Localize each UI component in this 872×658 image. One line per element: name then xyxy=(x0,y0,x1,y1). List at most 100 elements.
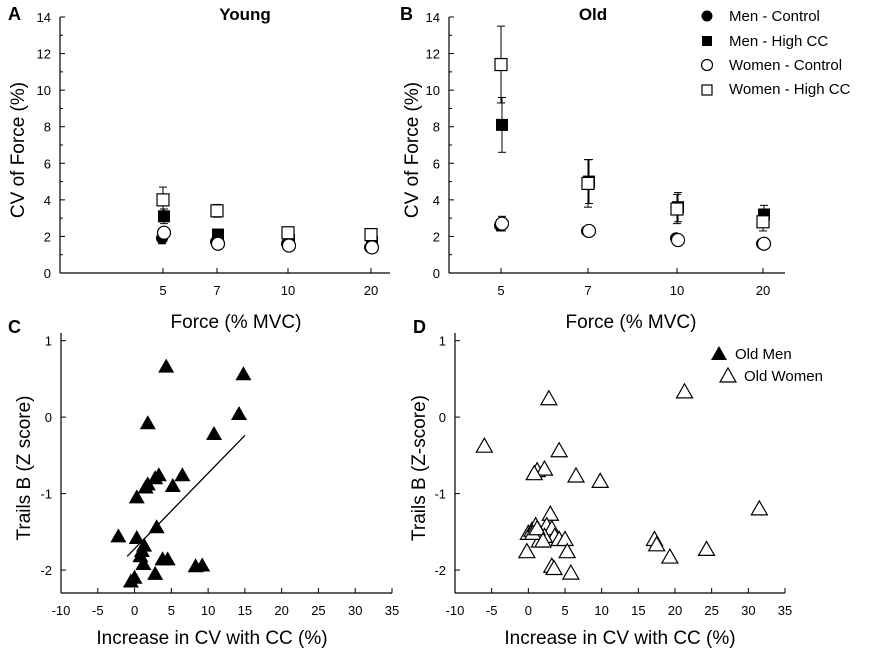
panel-d-old-women-point-1 xyxy=(539,389,558,406)
panel-b-ytick-label-6: 6 xyxy=(433,156,440,171)
panel-b-ylabel: CV of Force (%) xyxy=(402,82,423,218)
panel-d-old-women-point-11 xyxy=(660,547,679,564)
panel-c-ylabel: Trails B (Z score) xyxy=(14,396,35,541)
panel-d-old-women-point-32 xyxy=(528,519,547,536)
legend-women-high-cc-marker xyxy=(701,84,713,96)
legend-women-high-cc-label: Women - High CC xyxy=(729,81,851,98)
legend-old-men-label: Old Men xyxy=(735,346,792,363)
panel-a-ytick-label-2: 2 xyxy=(44,229,51,244)
panel-a-ytick-label-14: 14 xyxy=(37,10,51,25)
legend-b: Men - Control Men - High CC Women - Cont… xyxy=(700,8,851,98)
panel-b-xtick-label-20: 20 xyxy=(756,283,770,298)
panel-c-old-men-point-1 xyxy=(235,366,252,381)
panel-c-old-men-point-11 xyxy=(164,477,181,492)
panel-c-old-men-point-5 xyxy=(174,467,191,482)
panel-a-ytick-label-12: 12 xyxy=(37,47,51,62)
panel-b-ytick-label-14: 14 xyxy=(426,10,440,25)
panel-d-xlabel: Increase in CV with CC (%) xyxy=(504,628,735,649)
panel-d-xtick-label-35: 35 xyxy=(778,603,792,618)
panel-c-old-men-point-19 xyxy=(194,557,211,572)
panel-b-women-high-cc-point-5 xyxy=(494,57,508,72)
panel-b-ytick-label-2: 2 xyxy=(433,229,440,244)
panel-d-old-women-point-8 xyxy=(750,499,769,516)
legend-men-high-cc-marker xyxy=(702,36,712,46)
panel-d-old-women-point-20 xyxy=(558,542,577,559)
panel-b-xtick-label-5: 5 xyxy=(497,283,504,298)
panel-d-xtick-label--10: -10 xyxy=(446,603,465,618)
panel-a-xtick-label-10: 10 xyxy=(281,283,295,298)
panel-b-women-high-cc-point-20 xyxy=(756,215,770,229)
panel-a-women-high-cc-point-5 xyxy=(156,193,170,207)
panel-d-xtick-label-25: 25 xyxy=(704,603,718,618)
panel-b-title: Old xyxy=(579,5,607,24)
panel-d-old-women-point-22 xyxy=(544,559,564,576)
panel-c-xtick-label-35: 35 xyxy=(385,603,399,618)
panel-d-old-women-point-33 xyxy=(533,531,553,548)
panel-a-xlabel: Force (% MVC) xyxy=(171,312,302,333)
legend-men-control-marker xyxy=(701,10,713,22)
panel-label-c: C xyxy=(8,317,21,337)
panel-a-title: Young xyxy=(219,5,271,24)
panel-c-xtick-label-5: 5 xyxy=(168,603,175,618)
panel-c-trendline xyxy=(126,435,246,557)
panel-c-old-men-point-25 xyxy=(133,542,150,557)
panel-c-old-men-point-0 xyxy=(158,358,175,373)
legend-women-control-label: Women - Control xyxy=(729,57,842,74)
panel-b-women-high-cc-point-7 xyxy=(581,176,595,190)
panel-d-old-women-point-14 xyxy=(541,505,560,521)
panel-c-old-men-point-13 xyxy=(128,529,145,544)
panel-d-xtick-label-0: 0 xyxy=(525,603,532,618)
legend-old-women-marker xyxy=(718,366,738,383)
panel-b-ytick-label-4: 4 xyxy=(433,193,440,208)
panel-a-xtick-label-5: 5 xyxy=(159,283,166,298)
panel-c-old-men-point-17 xyxy=(159,551,176,566)
panel-c-old-men-point-12 xyxy=(110,528,127,543)
panel-c-ytick-label-0: 0 xyxy=(45,410,52,425)
panel-a-ytick-label-8: 8 xyxy=(44,120,51,135)
panel-c-old-men-point-3 xyxy=(139,415,156,430)
panel-a-women-control-point-10 xyxy=(281,238,297,253)
panel-b-old: Old Force (% MVC) CV of Force (%) Men - … xyxy=(402,5,851,333)
panel-c-xtick-label-30: 30 xyxy=(348,603,362,618)
panel-c-ytick-label-1: 1 xyxy=(45,334,52,349)
panel-c-xtick-label-0: 0 xyxy=(131,603,138,618)
panel-b-xlabel: Force (% MVC) xyxy=(566,312,697,333)
panel-c-old-men-point-4 xyxy=(205,425,222,440)
panel-a-men-high-cc-point-5 xyxy=(158,210,170,223)
panel-c-xtick-label-20: 20 xyxy=(274,603,288,618)
panel-a-ytick-label-10: 10 xyxy=(37,83,51,98)
panel-a-women-control-point-5 xyxy=(156,225,172,240)
panel-c-old-men-point-9 xyxy=(137,479,154,494)
panel-a-ylabel: CV of Force (%) xyxy=(8,82,29,218)
panel-b-women-control-point-5 xyxy=(494,216,510,231)
panel-d-ytick-label-1: 1 xyxy=(439,334,446,349)
panel-d-old-women-point-5 xyxy=(535,459,554,476)
panel-d-old-women-point-23 xyxy=(561,563,580,580)
panel-c-old-men-point-15 xyxy=(148,519,165,534)
panel-d-old-women-point-6 xyxy=(566,466,586,483)
legend-women-control-marker xyxy=(700,58,714,72)
panel-c-xtick-label-15: 15 xyxy=(238,603,252,618)
panel-b-xtick-label-10: 10 xyxy=(670,283,684,298)
legend-men-high-cc-label: Men - High CC xyxy=(729,33,828,50)
panel-a-young: Young Force (% MVC) CV of Force (%) 0 2 4 6… xyxy=(8,5,390,333)
panel-d-old-women-point-19 xyxy=(555,530,575,547)
panel-c-old-men-point-10 xyxy=(128,489,145,504)
legend-d: Old Men Old Women xyxy=(711,346,823,385)
panel-d-xtick-label-20: 20 xyxy=(668,603,682,618)
panel-d-old-women: Increase in CV with CC (%) Trails B (Z-s… xyxy=(409,333,823,649)
panel-d-xtick-label-10: 10 xyxy=(594,603,608,618)
panel-d-old-women-point-13 xyxy=(525,464,544,481)
panel-d-old-women-point-12 xyxy=(697,540,716,557)
panel-b-women-high-cc-point-10 xyxy=(670,202,684,216)
panel-c-xtick-label--5: -5 xyxy=(92,603,104,618)
panel-d-ylabel: Trails B (Z-score) xyxy=(409,395,430,541)
panel-d-old-women-point-7 xyxy=(591,472,610,488)
panel-b-women-control-point-20 xyxy=(756,236,772,251)
legend-men-control-label: Men - Control xyxy=(729,8,820,25)
panel-a-women-high-cc-point-20 xyxy=(364,228,378,242)
panel-c-old-men-point-21 xyxy=(135,555,152,570)
panel-b-ytick-label-12: 12 xyxy=(426,47,440,62)
panel-a-women-control-point-20 xyxy=(364,240,380,255)
